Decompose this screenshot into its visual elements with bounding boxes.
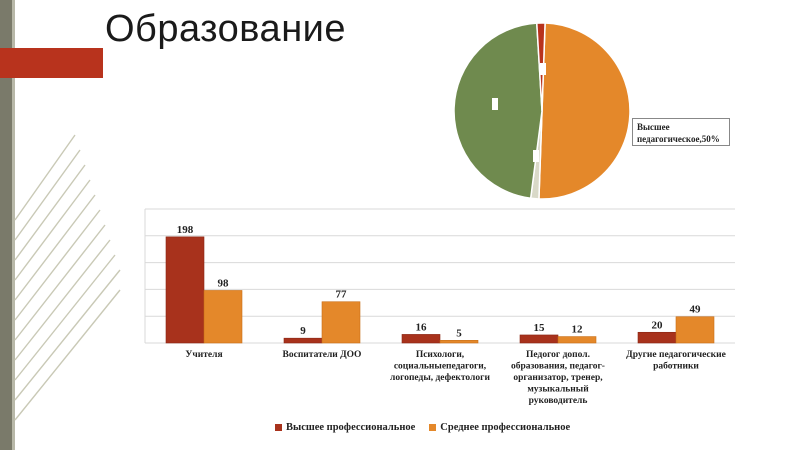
bar-higher-0: [165, 236, 205, 344]
category-label-3-0: Педогог допол.: [526, 350, 590, 360]
pie-label-marker-1: [492, 98, 498, 110]
bar-chart: 198 98 Учителя 9 77 Воспитатели ДОО 16 5 Психоло…: [144, 208, 735, 406]
bar-secondary-1: [321, 301, 361, 344]
pie-callout-line2: педагогическое,50%: [637, 134, 720, 144]
category-label-2-1: социальныепедагоги,: [394, 362, 487, 372]
legend-swatch-secondary: [429, 424, 437, 431]
category-label-4-1: работники: [653, 361, 699, 372]
category-label-0-0: Учителя: [185, 350, 222, 360]
data-label-higher-3: 15: [534, 322, 546, 334]
accent-band: [0, 48, 103, 78]
data-label-secondary-2: 5: [456, 327, 462, 339]
data-label-secondary-3: 12: [572, 324, 584, 336]
category-label-1-0: Воспитатели ДОО: [283, 350, 362, 360]
decorative-arrows: [14, 134, 121, 421]
bar-secondary-2: [439, 340, 479, 344]
category-label-3-4: руководитель: [529, 396, 588, 406]
legend-item-secondary: Среднее профессиональное: [429, 422, 570, 433]
data-label-higher-2: 16: [416, 321, 428, 333]
bar-higher-2: [401, 334, 441, 344]
slide-sidebar: [0, 0, 12, 450]
legend-label-secondary: Среднее профессиональное: [440, 422, 571, 433]
slide-sidebar-edge: [12, 0, 15, 450]
category-label-3-1: образования, педагог-: [511, 361, 605, 372]
bar-higher-1: [283, 337, 323, 344]
data-label-higher-1: 9: [300, 325, 306, 337]
category-label-2-0: Психологи,: [416, 350, 465, 360]
legend-label-higher: Высшее профессиональное: [286, 422, 416, 433]
bar-secondary-3: [557, 336, 597, 344]
pie-slice-2: [453, 22, 543, 200]
pie-callout: Высшее педагогическое,50%: [632, 118, 730, 146]
bar-higher-4: [637, 331, 677, 344]
bar-secondary-0: [203, 290, 243, 344]
data-label-secondary-0: 98: [218, 277, 230, 289]
bar-secondary-4: [675, 316, 715, 344]
category-label-3-2: организатор, тренер,: [513, 373, 603, 383]
bar-legend: Высшее профессиональное Среднее професси…: [275, 422, 570, 433]
legend-item-higher: Высшее профессиональное: [275, 422, 415, 433]
category-label-4-0: Другие педагогические: [626, 350, 726, 360]
data-label-secondary-4: 49: [690, 304, 702, 316]
data-label-higher-0: 198: [177, 224, 194, 236]
legend-swatch-higher: [275, 424, 282, 431]
slide-title: Образование: [105, 8, 347, 50]
pie-slice-0: [538, 22, 631, 200]
pie-chart: [453, 22, 631, 200]
pie-label-marker-0: [540, 63, 546, 75]
pie-callout-line1: Высшее: [637, 122, 670, 132]
data-label-secondary-1: 77: [336, 289, 348, 301]
pie-label-marker-2: [533, 150, 539, 162]
bar-higher-3: [519, 334, 559, 344]
category-label-3-3: музыкальный: [527, 384, 589, 395]
data-label-higher-4: 20: [652, 319, 664, 331]
category-label-2-2: логопеды, дефектологи: [390, 372, 490, 383]
